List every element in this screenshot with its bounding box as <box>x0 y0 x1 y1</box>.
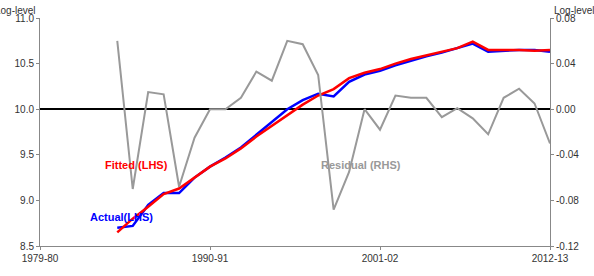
svg-text:Log-level: Log-level <box>0 5 36 16</box>
svg-text:Fitted (LHS): Fitted (LHS) <box>105 159 168 171</box>
svg-text:0.04: 0.04 <box>556 58 576 69</box>
svg-text:Actual(LHS): Actual(LHS) <box>90 211 153 223</box>
svg-text:-0.12: -0.12 <box>556 241 579 252</box>
svg-text:-0.04: -0.04 <box>556 149 579 160</box>
svg-text:Log-level: Log-level <box>554 5 594 16</box>
svg-text:8.5: 8.5 <box>20 241 34 252</box>
svg-text:9.5: 9.5 <box>20 149 34 160</box>
svg-text:10.0: 10.0 <box>15 104 35 115</box>
svg-text:10.5: 10.5 <box>15 58 35 69</box>
svg-text:9.0: 9.0 <box>20 195 34 206</box>
svg-text:0.08: 0.08 <box>556 13 576 24</box>
svg-text:Residual (RHS): Residual (RHS) <box>321 159 401 171</box>
svg-text:1990-91: 1990-91 <box>192 253 229 264</box>
svg-text:1979-80: 1979-80 <box>22 253 59 264</box>
svg-text:2001-02: 2001-02 <box>362 253 399 264</box>
svg-text:2012-13: 2012-13 <box>532 253 569 264</box>
svg-text:11.0: 11.0 <box>15 13 34 24</box>
svg-text:-0.08: -0.08 <box>556 195 579 206</box>
svg-text:0.00: 0.00 <box>556 104 576 115</box>
